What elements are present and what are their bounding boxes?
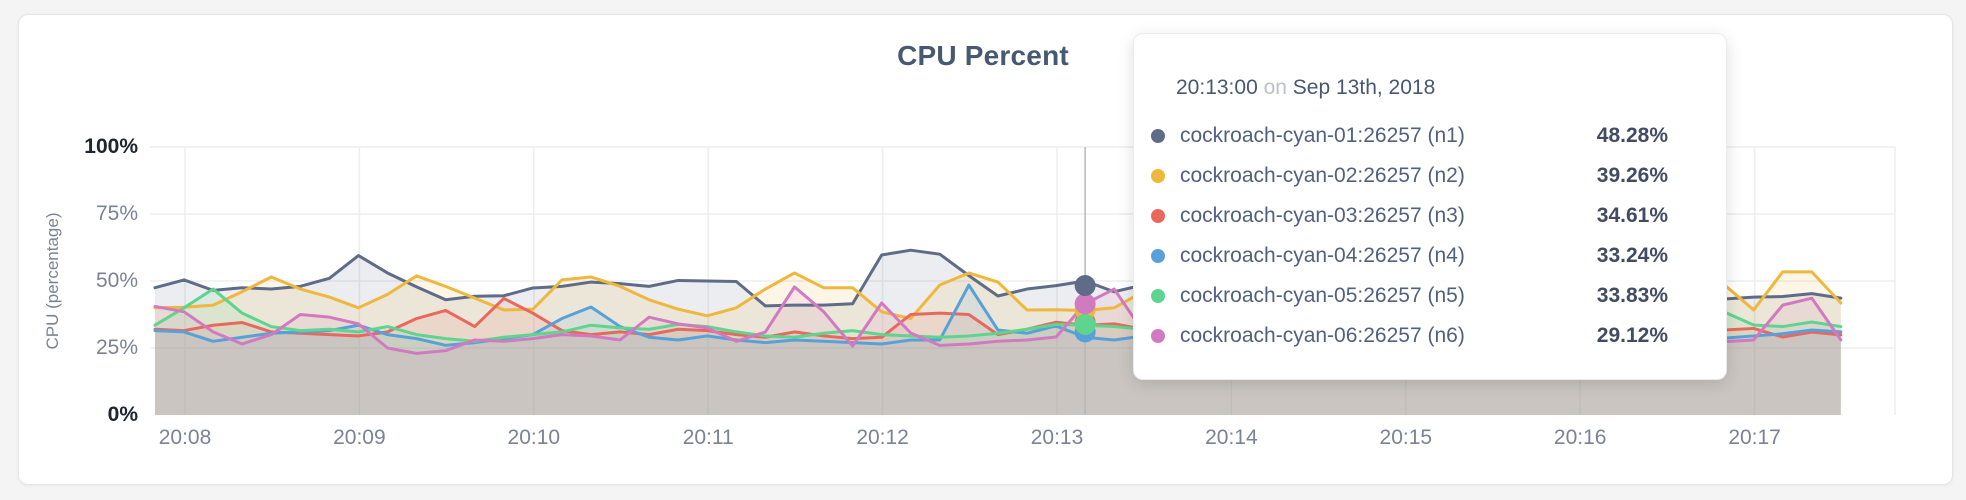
x-tick-label: 20:12 (856, 426, 909, 449)
series-value: 34.61% (1596, 204, 1668, 227)
x-tick-label: 20:15 (1379, 426, 1433, 449)
x-tick-label: 20:14 (1205, 426, 1258, 449)
series-color-dot-icon (1151, 209, 1165, 223)
tooltip-date: Sep 13th, 2018 (1292, 76, 1436, 99)
series-name: cockroach-cyan-05:26257 (n5) (1180, 284, 1465, 307)
series-area-n6 (155, 286, 1841, 415)
chart-title: CPU Percent (897, 40, 1069, 71)
series-name: cockroach-cyan-01:26257 (n1) (1180, 124, 1465, 147)
tooltip-rows: cockroach-cyan-01:26257 (n1) 48.28% cockro… (1148, 116, 1668, 356)
tooltip-row: cockroach-cyan-02:26257 (n2) 39.26% (1148, 156, 1668, 196)
series-area-n3 (155, 298, 1841, 415)
series-value: 33.83% (1596, 284, 1668, 307)
series-value: 39.26% (1596, 164, 1668, 187)
y-tick-label: 25% (95, 336, 138, 359)
series-color-dot-icon (1151, 249, 1165, 263)
series-area-n4 (155, 285, 1841, 415)
y-tick-label: 0% (107, 403, 138, 426)
series-color-dot-icon (1151, 169, 1165, 183)
series-name: cockroach-cyan-04:26257 (n4) (1180, 244, 1465, 267)
series-name: cockroach-cyan-03:26257 (n3) (1180, 204, 1465, 227)
series-value: 33.24% (1596, 244, 1668, 267)
tooltip-row: cockroach-cyan-03:26257 (n3) 34.61% (1148, 196, 1668, 236)
tooltip-row: cockroach-cyan-04:26257 (n4) 33.24% (1148, 236, 1668, 276)
hover-tooltip: 20:13:00 on Sep 13th, 2018 cockroach-cya… (1133, 33, 1727, 380)
series-name: cockroach-cyan-06:26257 (n6) (1180, 324, 1465, 347)
series-color-dot-icon (1151, 329, 1165, 343)
x-tick-label: 20:11 (682, 426, 734, 449)
x-tick-label: 20:16 (1553, 426, 1607, 449)
series-color-dot-icon (1151, 289, 1165, 303)
series-value: 29.12% (1596, 324, 1668, 347)
y-tick-label: 75% (95, 202, 138, 225)
tooltip-time: 20:13:00 (1176, 76, 1258, 99)
x-tick-label: 20:08 (158, 426, 212, 449)
tooltip-row: cockroach-cyan-05:26257 (n5) 33.83% (1148, 276, 1668, 316)
series-name: cockroach-cyan-02:26257 (n2) (1180, 164, 1465, 187)
x-tick-label: 20:10 (507, 426, 561, 449)
tooltip-on-word: on (1263, 76, 1287, 99)
series-value: 48.28% (1596, 124, 1668, 147)
tooltip-row: cockroach-cyan-06:26257 (n6) 29.12% (1148, 316, 1668, 356)
series-color-dot-icon (1151, 129, 1165, 143)
hover-dot-n1 (1074, 275, 1096, 297)
x-tick-label: 20:17 (1728, 426, 1781, 449)
tooltip-header: 20:13:00 on Sep 13th, 2018 (1176, 76, 1668, 100)
hover-dot-n5 (1074, 313, 1096, 335)
x-tick-label: 20:13 (1030, 426, 1084, 449)
hover-dot-n6 (1074, 293, 1096, 315)
x-tick-label: 20:09 (333, 426, 386, 449)
y-tick-label: 50% (95, 269, 138, 292)
tooltip-row: cockroach-cyan-01:26257 (n1) 48.28% (1148, 116, 1668, 156)
y-tick-label: 100% (84, 135, 138, 158)
